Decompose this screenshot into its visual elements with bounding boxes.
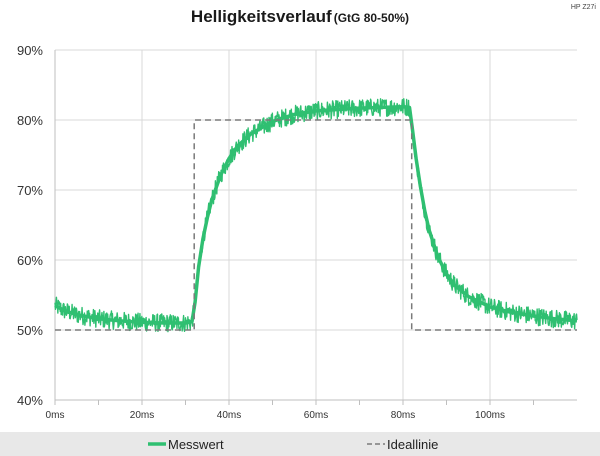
chart-title-line: Helligkeitsverlauf (GtG 80-50%): [191, 7, 409, 26]
x-tick-label: 100ms: [475, 410, 505, 421]
y-tick-label: 50%: [17, 323, 43, 338]
legend-background: [0, 432, 600, 456]
plot-area: [54, 98, 578, 333]
y-tick-label: 90%: [17, 43, 43, 58]
legend-item-ideallinie: Ideallinie: [367, 437, 438, 452]
grid: [54, 49, 577, 401]
x-tick-label: 20ms: [130, 410, 154, 421]
model-label: HP Z27i: [571, 4, 597, 11]
legend-item-messwert: Messwert: [148, 437, 224, 452]
legend-label: Messwert: [168, 437, 224, 452]
legend: Messwert Ideallinie: [148, 437, 438, 452]
chart-subtitle: (GtG 80-50%): [334, 11, 409, 25]
series-messwert: [54, 104, 578, 325]
y-tick-label: 70%: [17, 183, 43, 198]
axes: 40% 50% 60% 70% 80% 90% 0ms 20ms 40ms 60ms 80ms 100…: [17, 43, 577, 421]
x-tick-label: 40ms: [217, 410, 241, 421]
x-tick-label: 60ms: [304, 410, 328, 421]
y-tick-label: 60%: [17, 253, 43, 268]
x-tick-label: 80ms: [391, 410, 415, 421]
series-ideallinie: [55, 119, 577, 331]
y-tick-label: 40%: [17, 393, 43, 408]
legend-label: Ideallinie: [387, 437, 438, 452]
chart-title: Helligkeitsverlauf: [191, 7, 332, 26]
y-tick-label: 80%: [17, 113, 43, 128]
x-tick-label: 0ms: [46, 410, 65, 421]
